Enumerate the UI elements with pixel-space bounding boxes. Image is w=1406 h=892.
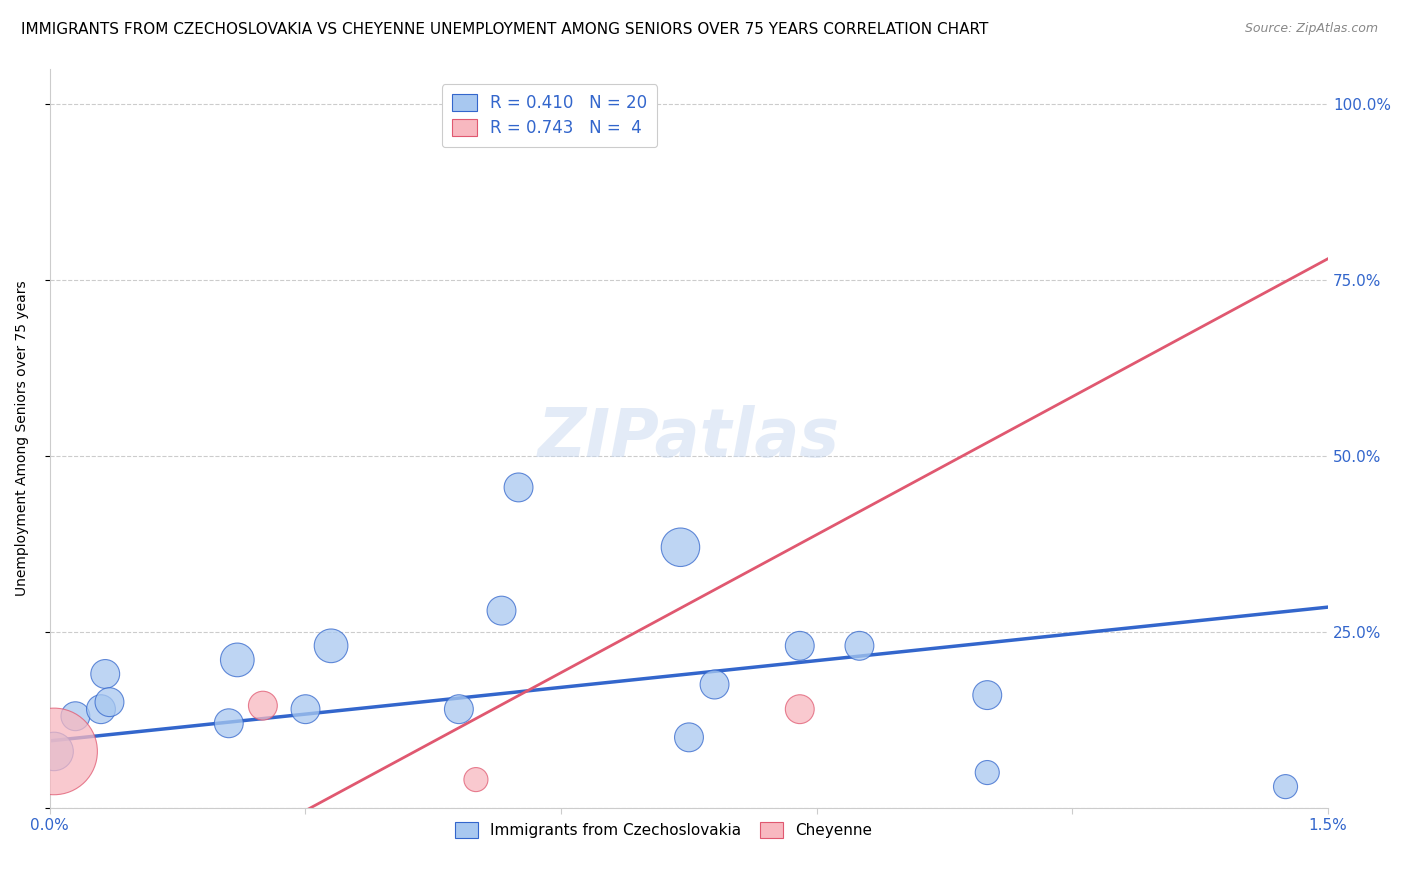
Point [669, 541, 692, 555]
Point [319, 639, 342, 653]
Point [90, 702, 112, 716]
Point [678, 731, 700, 745]
Y-axis label: Unemployment Among Seniors over 75 years: Unemployment Among Seniors over 75 years [15, 280, 30, 596]
Legend: Immigrants from Czechoslovakia, Cheyenne: Immigrants from Czechoslovakia, Cheyenne [449, 816, 877, 845]
Point [976, 765, 998, 780]
Point [218, 716, 240, 731]
Point [252, 698, 274, 713]
Point [976, 688, 998, 702]
Point [848, 639, 870, 653]
Point [789, 639, 811, 653]
Point [42, 744, 65, 758]
Point [508, 480, 530, 494]
Point [465, 772, 488, 787]
Point [65, 709, 87, 723]
Point [703, 677, 725, 691]
Point [98, 695, 121, 709]
Point [491, 604, 513, 618]
Point [226, 653, 249, 667]
Point [294, 702, 316, 716]
Text: Source: ZipAtlas.com: Source: ZipAtlas.com [1244, 22, 1378, 36]
Point [447, 702, 470, 716]
Text: ZIPatlas: ZIPatlas [538, 405, 839, 471]
Point [1274, 780, 1296, 794]
Point [789, 702, 811, 716]
Point [42, 744, 65, 758]
Text: IMMIGRANTS FROM CZECHOSLOVAKIA VS CHEYENNE UNEMPLOYMENT AMONG SENIORS OVER 75 YE: IMMIGRANTS FROM CZECHOSLOVAKIA VS CHEYEN… [21, 22, 988, 37]
Point [94, 667, 117, 681]
